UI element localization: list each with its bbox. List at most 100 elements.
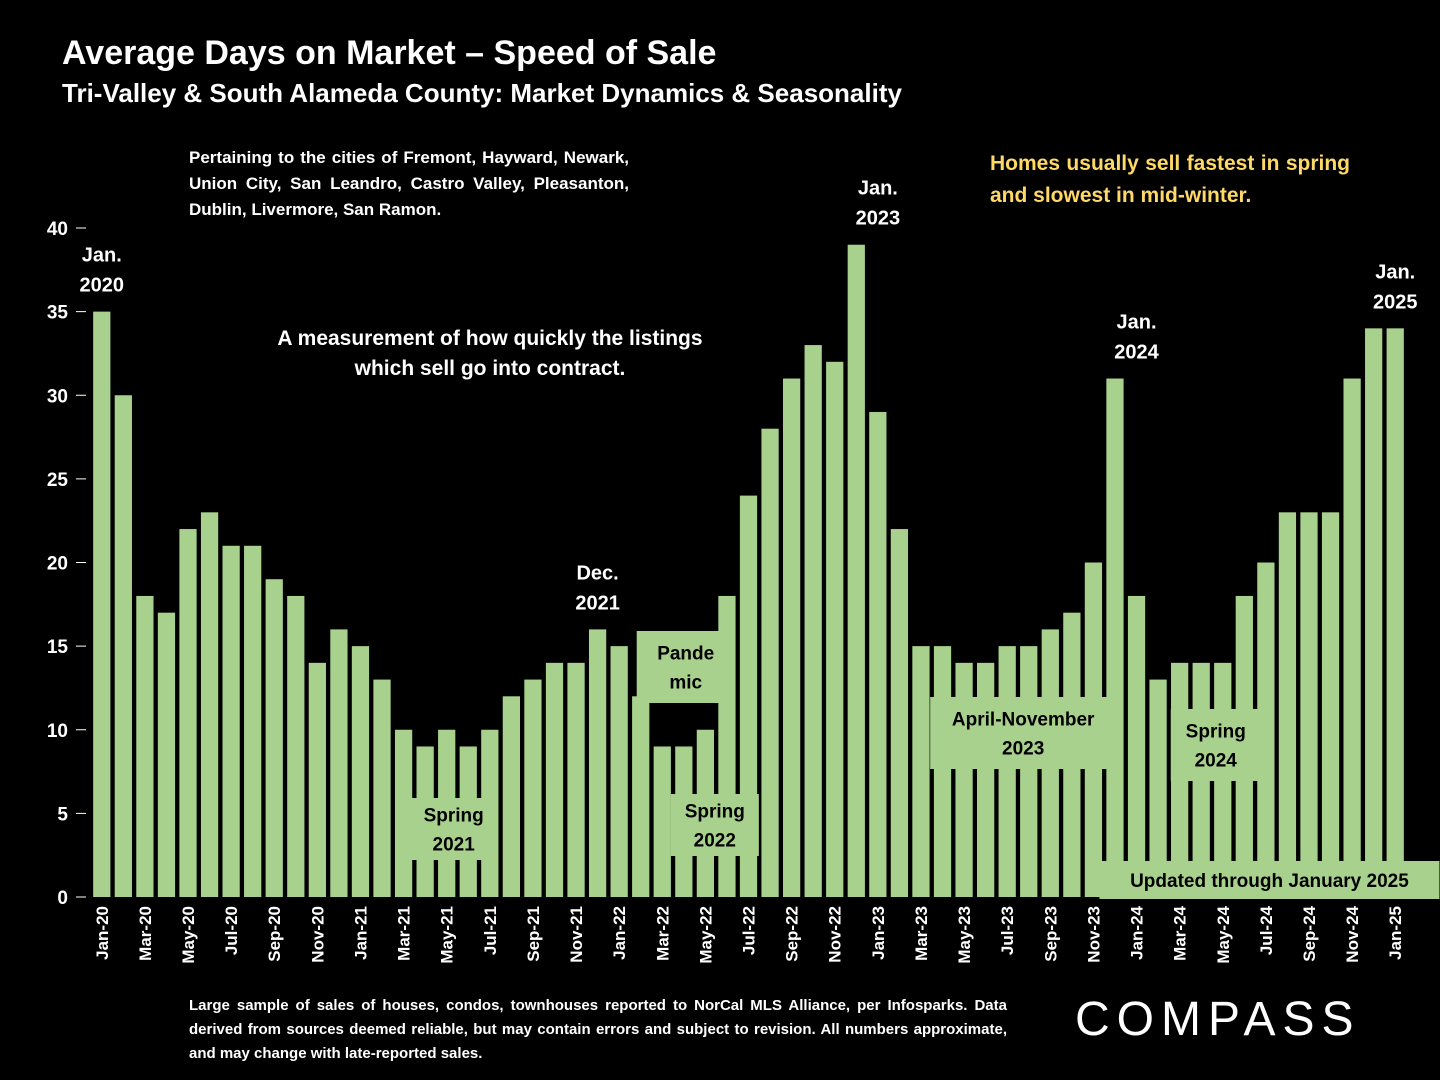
annotation-label: April-November [952,710,1095,731]
bar-Feb-20 [114,395,132,897]
y-tick-label: 25 [47,470,69,491]
annotation-box [636,631,735,703]
x-tick-label: Sep-24 [1300,905,1319,961]
chart-subtitle: Tri-Valley & South Alameda County: Marke… [62,78,902,108]
annotation-label: Pande [657,644,714,665]
annotation-box [670,794,759,856]
y-tick-label: 40 [47,219,68,240]
x-tick-label: May-23 [955,906,974,964]
annotation-april-november-2023: April-November 2023 [930,697,1117,769]
bar-Jan-25 [1386,328,1404,898]
annotation-label: Spring [685,802,745,823]
x-tick-label: Nov-20 [308,906,327,963]
annotation-label: Jan. [82,245,122,267]
annotation-label: 2024 [1114,342,1159,364]
x-tick-label: Jan-24 [1128,905,1147,959]
annotation-label: Jan. [1117,312,1157,334]
bar-Sep-20 [265,579,283,897]
y-tick-label: 10 [47,721,68,742]
annotation-label: 2021 [575,592,620,614]
source-footnote: Large sample of sales of houses, condos,… [189,997,1007,1062]
x-tick-label: Jul-22 [740,906,759,955]
annotation-dec-2021: Dec. 2021 [575,562,620,614]
y-tick-label: 5 [57,804,68,825]
bar-Nov-22 [826,361,844,897]
x-tick-label: May-24 [1214,905,1233,963]
bar-Oct-22 [804,345,822,897]
annotation-box [409,798,498,860]
annotation-jan-2020: Jan. 2020 [80,245,125,297]
bar-Mar-23 [912,646,930,897]
annotations: Jan. 2020 Dec. 2021 Jan. 2023 Jan. 2024 Jan. 2025… [80,178,1440,899]
x-tick-label: Jul-20 [222,906,241,955]
annotation-label: 2023 [856,208,901,230]
y-tick-label: 30 [47,386,68,407]
bar-Nov-20 [308,662,326,897]
bar-Aug-24 [1278,512,1297,897]
annotation-box [1170,709,1261,781]
annotation-jan-2024: Jan. 2024 [1114,312,1159,364]
cities-note: Pertaining to the cities of Fremont, Hay… [189,148,629,219]
bar-Feb-22 [632,696,650,897]
bar-Jan-20 [93,311,111,897]
annotation-label: Updated through January 2025 [1130,871,1409,892]
x-tick-label: Sep-21 [524,906,543,962]
y-tick-label: 20 [47,554,68,575]
bar-Sep-22 [782,378,801,897]
bar-Aug-22 [761,428,779,897]
x-tick-label: Mar-23 [912,906,931,961]
x-tick-label: Mar-21 [395,906,414,961]
x-tick-label: Jan-21 [351,906,370,960]
bar-Dec-21 [588,629,607,897]
annotation-label: Jan. [858,178,898,200]
annotation-updated-through-january-2025: Updated through January 2025 [1099,861,1440,899]
annotation-label: Spring [1186,722,1246,743]
annotation-box [1099,861,1440,899]
y-tick-label: 35 [47,303,69,324]
bar-May-20 [179,529,197,897]
x-tick-label: Nov-22 [826,906,845,963]
chart-title: Average Days on Market – Speed of Sale [62,34,717,72]
x-tick-label: Nov-24 [1343,905,1362,962]
annotation-label: 2021 [433,835,476,856]
x-tick-label: Mar-22 [653,906,672,961]
annotation-label: mic [669,673,702,694]
bar-Oct-24 [1321,512,1340,897]
bar-Jun-20 [200,512,219,897]
x-tick-label: Sep-20 [265,906,284,962]
y-axis: 0 5 10 15 20 25 30 35 40 [47,219,86,909]
annotation-spring-2021: Spring 2021 [409,798,498,860]
bar-Apr-20 [157,612,176,897]
bar-Dec-23 [1106,378,1124,897]
bar-Apr-23 [933,646,952,897]
bar-Oct-21 [545,662,564,897]
x-axis: Jan-20 Mar-20 May-20 Jul-20 Sep-20 Nov-20 Jan-… [93,905,1405,963]
annotation-label: 2024 [1195,751,1238,772]
x-tick-label: Nov-23 [1084,906,1103,963]
x-tick-label: May-20 [179,906,198,964]
bar-Sep-21 [524,679,542,897]
y-tick-label: 15 [47,637,69,658]
bar-Dec-20 [330,629,348,897]
bar-Nov-24 [1343,378,1361,897]
bar-Aug-21 [502,696,520,897]
x-tick-label: Jul-23 [998,906,1017,955]
annotation-label: 2025 [1373,291,1418,313]
bar-Mar-20 [136,595,154,897]
annotation-pande-mic: Pande mic [636,631,735,703]
seasonality-note: Homes usually sell fastest in spring and… [990,152,1350,207]
x-tick-label: Mar-20 [136,906,155,961]
annotation-label: Spring [424,806,484,827]
bar-Oct-20 [287,595,305,897]
annotation-label: Dec. [576,562,618,584]
annotation-label: 2020 [80,275,125,297]
bar-Jul-24 [1257,562,1275,897]
y-tick-label: 0 [57,888,68,909]
bar-Sep-24 [1300,512,1318,897]
x-tick-label: Sep-23 [1041,906,1060,962]
annotation-label: 2022 [694,831,736,852]
x-tick-label: Jul-24 [1257,905,1276,955]
x-tick-label: Jan-23 [869,906,888,960]
annotation-label: 2023 [1002,739,1044,760]
